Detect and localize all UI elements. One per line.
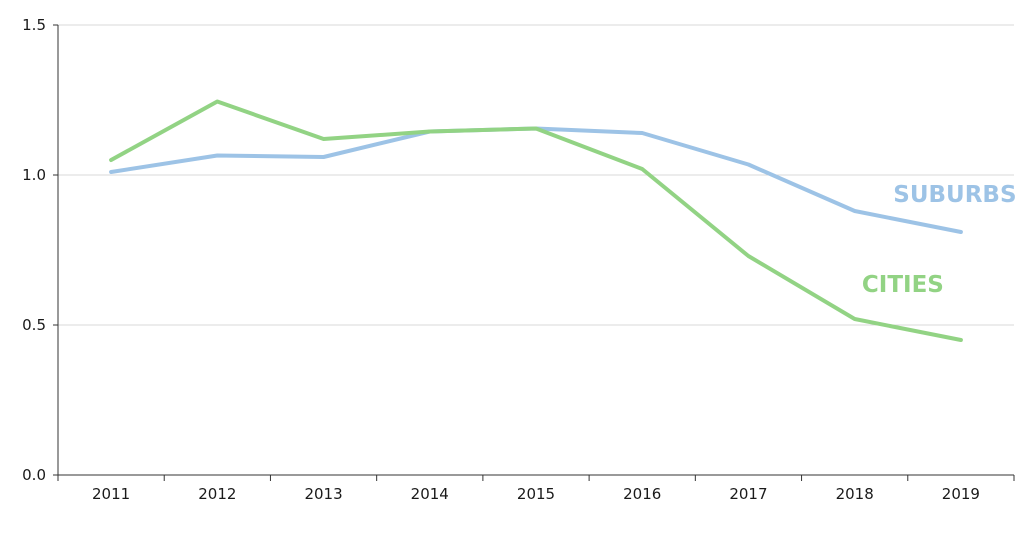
x-tick-label: 2012: [198, 485, 236, 503]
x-tick-label: 2015: [517, 485, 555, 503]
x-tick-label: 2017: [729, 485, 767, 503]
axes: [53, 24, 1015, 481]
gridlines: [58, 24, 1014, 326]
series-label-cities: CITIES: [862, 272, 944, 298]
y-tick-label: 1.0: [22, 166, 46, 184]
series-labels: SUBURBS CITIES: [862, 182, 1017, 298]
y-tick-label: 0.0: [22, 466, 46, 484]
x-tick-label: 2014: [411, 485, 449, 503]
x-tick-label: 2013: [304, 485, 342, 503]
series-line-cities: [109, 99, 963, 342]
x-tick-label: 2016: [623, 485, 661, 503]
y-tick-labels: 0.0 0.5 1.0 1.5: [22, 16, 46, 484]
x-tick-label: 2018: [836, 485, 874, 503]
x-tick-label: 2019: [942, 485, 980, 503]
x-tick-label: 2011: [92, 485, 130, 503]
series-label-suburbs: SUBURBS: [893, 182, 1016, 208]
x-tick-labels: 2011 2012 2013 2014 2015 2016 2017 2018 2019: [92, 485, 980, 503]
series-lines: [109, 99, 963, 342]
y-tick-label: 0.5: [22, 316, 46, 334]
series-line-suburbs: [109, 126, 963, 234]
y-tick-label: 1.5: [22, 16, 46, 34]
